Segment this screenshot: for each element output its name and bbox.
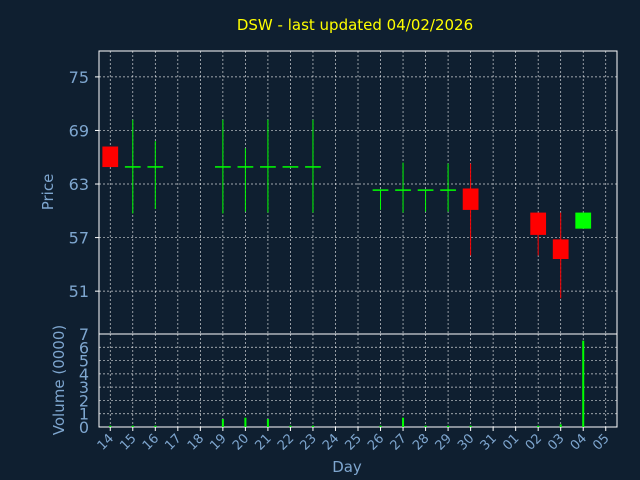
volume-bar [131, 425, 134, 427]
x-tick-label: 24 [320, 431, 342, 453]
volume-bar [582, 340, 585, 427]
x-tick-label: 16 [140, 431, 162, 453]
x-axis-label: Day [332, 458, 362, 476]
volume-bar [221, 419, 224, 427]
chart-title: DSW - last updated 04/02/2026 [237, 16, 473, 34]
x-tick-label: 03 [545, 431, 567, 453]
x-tick-label: 01 [500, 431, 522, 453]
volume-bar [379, 425, 382, 427]
candle-body [147, 166, 164, 168]
x-tick-label: 02 [523, 431, 545, 453]
x-tick-label: 26 [365, 431, 387, 453]
candle-body [395, 189, 411, 191]
price-panel: 51 57 63 69 75 [69, 50, 618, 335]
volume-y-tick-label: 5 [79, 352, 89, 371]
volume-axis-label: Volume (0000) [50, 325, 68, 435]
x-tick-label: 30 [455, 431, 477, 453]
candle-body [440, 189, 456, 191]
x-tick-label: 14 [95, 431, 117, 453]
x-tick-label: 23 [297, 431, 319, 453]
x-tick-label: 21 [252, 431, 274, 453]
volume-bar [154, 425, 157, 427]
candle-body [102, 146, 119, 168]
x-tick-label: 18 [185, 431, 207, 453]
x-tick-label: 22 [275, 431, 297, 453]
volume-bar [537, 425, 540, 427]
volume-y-tick-label: 1 [79, 405, 89, 424]
volume-bar [266, 419, 269, 427]
volume-y-tick-label: 7 [79, 325, 89, 344]
x-tick-label: 29 [433, 431, 455, 453]
candle-body [305, 166, 321, 168]
volume-bar [311, 425, 314, 427]
candle-body [462, 188, 479, 210]
candle-body [417, 189, 434, 191]
candle-body [282, 166, 299, 168]
volume-bar [289, 425, 292, 427]
candle-body [124, 166, 141, 168]
candle-body [575, 212, 592, 229]
price-y-tick-label: 69 [69, 121, 89, 140]
volume-panel: 14 15 16 17 18 19 20 21 22 23 24 25 26 27 28 29 30 31 01 02… [79, 325, 618, 454]
price-y-tick-label: 57 [69, 229, 89, 248]
volume-y-tick-label: 6 [79, 338, 89, 357]
x-tick-label: 27 [388, 431, 410, 453]
x-tick-label: 20 [230, 431, 252, 453]
price-y-tick-label: 63 [69, 175, 89, 194]
candle-body [260, 166, 276, 168]
volume-y-tick-label: 0 [79, 418, 89, 437]
x-tick-label: 04 [568, 431, 590, 453]
x-tick-label: 19 [207, 431, 229, 453]
volume-y-tick-label: 3 [79, 378, 89, 397]
x-tick-label: 17 [162, 431, 184, 453]
candle-body [530, 212, 547, 235]
candle-body [214, 166, 231, 168]
volume-bar [424, 425, 427, 427]
candle-body [237, 166, 254, 168]
volume-bar [109, 425, 112, 427]
volume-bar [244, 417, 247, 427]
volume-bar [402, 417, 405, 427]
candle-body [372, 189, 389, 191]
price-y-tick-label: 51 [69, 282, 89, 301]
volume-y-tick-label: 4 [79, 365, 89, 384]
x-tick-label: 05 [590, 431, 612, 453]
volume-bar [447, 425, 450, 427]
x-tick-label: 25 [343, 431, 365, 453]
volume-bar [469, 425, 472, 427]
price-y-tick-label: 75 [69, 68, 89, 87]
x-tick-label: 31 [478, 431, 500, 453]
candle-body [552, 239, 569, 260]
x-tick-label: 15 [117, 431, 139, 453]
volume-bar [559, 424, 562, 427]
x-tick-label: 28 [410, 431, 432, 453]
volume-y-tick-label: 2 [79, 391, 89, 410]
price-axis-label: Price [39, 174, 57, 211]
